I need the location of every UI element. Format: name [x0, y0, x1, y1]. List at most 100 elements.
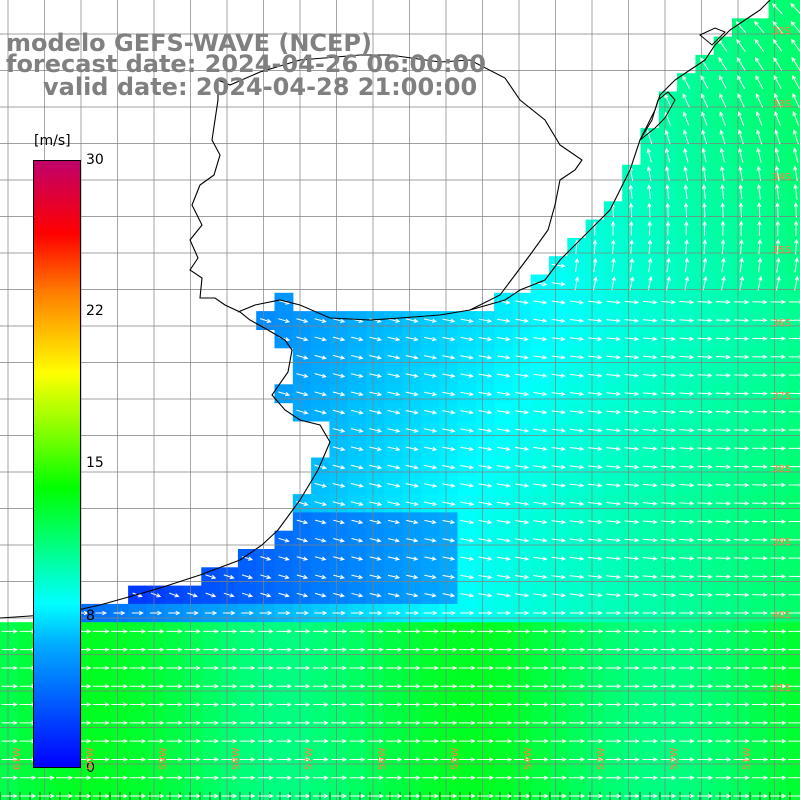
- wind-arrow: [533, 501, 548, 506]
- longitude-label: 53W: [596, 747, 607, 770]
- wind-arrow: [715, 336, 731, 341]
- wind-arrow: [514, 556, 530, 561]
- wind-arrow: [624, 574, 640, 579]
- wind-arrow: [296, 373, 309, 378]
- wind-arrow: [442, 355, 456, 360]
- wind-arrow: [752, 482, 768, 488]
- wind-arrow: [551, 428, 566, 433]
- wind-arrow: [788, 464, 800, 469]
- wind-arrow: [551, 318, 566, 323]
- wind-arrow: [476, 793, 495, 799]
- wind-arrow: [495, 702, 513, 707]
- wind-arrow: [314, 409, 328, 415]
- wind-arrow: [568, 647, 586, 652]
- wind-arrow: [610, 220, 616, 236]
- wind-arrow: [406, 538, 419, 543]
- wind-arrow: [423, 373, 438, 378]
- wind-arrow: [349, 684, 366, 689]
- wind-arrow: [496, 336, 511, 342]
- wind-arrow: [679, 299, 695, 305]
- wind-arrow: [642, 501, 658, 506]
- wind-arrow: [715, 720, 732, 726]
- wind-arrow: [551, 483, 566, 488]
- wind-arrow: [513, 775, 531, 780]
- wind-arrow: [515, 483, 530, 488]
- wind-arrow: [205, 592, 217, 598]
- wind-arrow: [74, 793, 92, 799]
- colorbar-unit: [m/s]: [34, 133, 71, 149]
- wind-arrow: [423, 391, 438, 397]
- wind-arrow: [697, 501, 713, 506]
- wind-arrow: [734, 409, 750, 415]
- wind-arrow: [460, 556, 475, 561]
- wind-arrow: [568, 720, 586, 726]
- wind-arrow: [624, 738, 640, 744]
- wind-arrow: [588, 391, 603, 396]
- wind-arrow: [757, 257, 763, 273]
- wind-arrow: [478, 336, 493, 342]
- wind-arrow: [606, 355, 621, 360]
- wind-speed-cell: [585, 786, 605, 800]
- latitude-label: 40S: [772, 610, 792, 621]
- wind-arrow: [221, 738, 238, 744]
- wind-arrow: [679, 409, 695, 415]
- wind-arrow: [751, 793, 769, 799]
- wind-arrow: [332, 373, 346, 378]
- wind-arrow: [387, 355, 401, 360]
- wind-speed-cell: [786, 0, 800, 19]
- wind-arrow: [774, 92, 782, 108]
- wind-arrow: [422, 684, 440, 689]
- wind-arrow: [532, 665, 549, 671]
- wind-arrow: [442, 519, 456, 525]
- wind-arrow: [478, 391, 493, 397]
- wind-arrow: [587, 519, 603, 525]
- wind-arrow: [385, 665, 403, 671]
- wind-arrow: [569, 610, 585, 616]
- wind-arrow: [770, 592, 787, 597]
- wind-speed-cell: [274, 786, 294, 800]
- wind-arrow: [788, 611, 800, 616]
- wind-arrow: [642, 354, 658, 360]
- wind-arrow: [294, 738, 311, 744]
- wind-arrow: [733, 446, 750, 451]
- wind-arrow: [624, 720, 640, 726]
- wind-arrow: [605, 757, 622, 762]
- wind-arrow: [533, 446, 548, 451]
- wind-arrow: [770, 501, 787, 506]
- wind-arrow: [296, 336, 309, 342]
- wind-arrow: [331, 665, 348, 671]
- wind-arrow: [332, 409, 346, 415]
- wind-arrow: [147, 665, 165, 671]
- wind-arrow: [221, 775, 238, 780]
- wind-arrow: [757, 220, 762, 236]
- wind-arrow: [368, 610, 383, 616]
- wind-arrow: [202, 647, 220, 652]
- wind-arrow: [202, 665, 220, 671]
- wind-arrow: [660, 702, 677, 707]
- wind-arrow: [679, 428, 695, 433]
- wind-arrow: [588, 446, 603, 451]
- wind-arrow: [771, 2, 784, 15]
- wind-arrow: [533, 574, 548, 580]
- wind-arrow: [424, 593, 437, 598]
- wind-arrow: [678, 684, 695, 689]
- wind-arrow: [738, 183, 743, 200]
- wind-arrow: [312, 720, 329, 726]
- wind-arrow: [440, 629, 458, 634]
- wind-arrow: [440, 775, 458, 780]
- wind-arrow: [736, 38, 746, 52]
- wind-arrow: [624, 464, 640, 470]
- wind-arrow: [424, 556, 437, 561]
- wind-arrow: [551, 464, 566, 470]
- colorbar: [33, 160, 81, 768]
- wind-arrow: [733, 684, 750, 689]
- wind-arrow: [606, 336, 621, 342]
- wind-arrow: [221, 629, 238, 634]
- wind-arrow: [661, 336, 676, 341]
- wind-arrow: [587, 738, 604, 744]
- wind-arrow: [513, 629, 531, 634]
- wind-arrow: [788, 556, 800, 561]
- wind-arrow: [624, 702, 640, 707]
- wind-arrow: [775, 183, 780, 200]
